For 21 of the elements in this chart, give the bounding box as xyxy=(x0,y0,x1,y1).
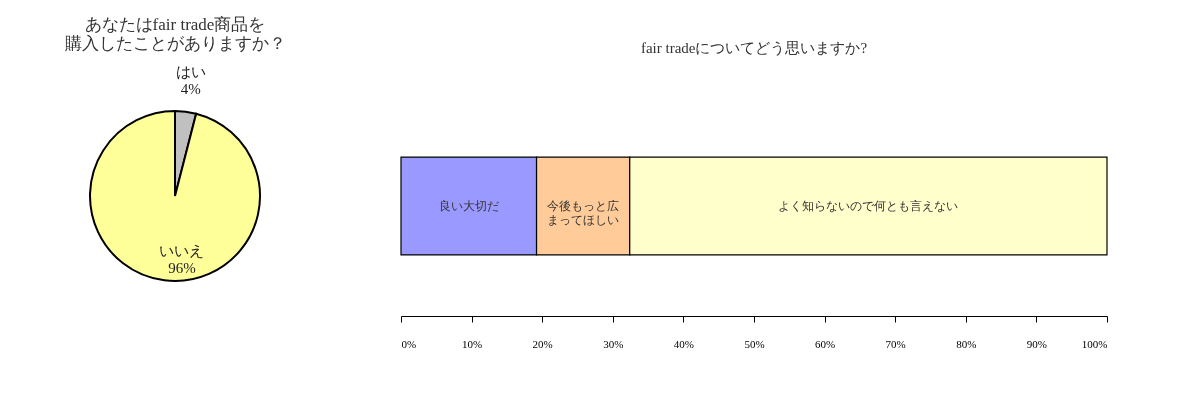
x-tick-label: 90% xyxy=(1026,337,1047,350)
x-tick-label: 0% xyxy=(401,337,417,350)
x-tick-label: 60% xyxy=(815,337,836,350)
chart-title: あなたはfair trade商品を購入したことがありますか？ xyxy=(64,14,286,53)
x-tick-label: 80% xyxy=(956,337,977,350)
series-label: 今後もっと広まってほしい xyxy=(547,199,620,227)
x-tick-label: 70% xyxy=(885,337,906,350)
series-label: 良い大切だ xyxy=(438,199,499,213)
slice-label: はい xyxy=(175,63,206,80)
series-label: よく知らないので何とも言えない xyxy=(778,199,959,213)
x-tick-label: 10% xyxy=(462,337,483,350)
data-label: 4% xyxy=(180,80,201,97)
x-tick-label: 40% xyxy=(673,337,694,350)
x-tick-label: 100% xyxy=(1081,337,1108,350)
x-tick-label: 30% xyxy=(603,337,624,350)
chart-title: fair tradeについてどう思いますか? xyxy=(640,40,868,56)
x-tick-label: 20% xyxy=(532,337,553,350)
x-tick-label: 50% xyxy=(744,337,765,350)
data-label: 96% xyxy=(168,259,196,276)
slice-label: いいえ xyxy=(159,242,205,259)
pie-slice xyxy=(89,110,261,282)
